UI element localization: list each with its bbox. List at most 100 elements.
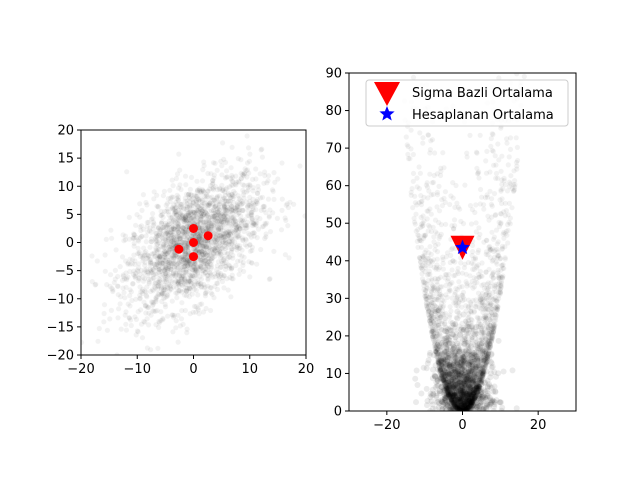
cloud-point xyxy=(515,145,520,150)
cloud-point xyxy=(124,328,129,333)
cloud-point xyxy=(501,266,506,271)
cloud-point xyxy=(405,142,410,147)
cloud-point xyxy=(484,238,489,243)
cloud-point xyxy=(483,158,488,163)
cloud-point xyxy=(493,153,498,158)
cloud-point xyxy=(417,130,422,135)
cloud-point xyxy=(418,263,423,268)
cloud-point xyxy=(187,285,192,290)
cloud-point xyxy=(229,276,234,281)
cloud-point xyxy=(433,243,438,248)
cloud-point xyxy=(142,263,147,268)
cloud-point xyxy=(427,244,432,249)
cloud-point xyxy=(213,274,218,279)
cloud-point xyxy=(456,266,461,271)
cloud-point xyxy=(465,154,470,159)
cloud-point xyxy=(275,176,280,181)
cloud-point xyxy=(155,346,160,351)
cloud-point xyxy=(219,211,224,216)
cloud-point xyxy=(246,185,251,190)
cloud-point xyxy=(238,267,243,272)
cloud-point xyxy=(429,322,434,327)
cloud-point xyxy=(428,263,433,268)
cloud-point xyxy=(223,175,228,180)
cloud-point xyxy=(420,224,425,229)
cloud-point xyxy=(492,235,497,240)
cloud-point xyxy=(447,202,452,207)
cloud-point xyxy=(155,242,160,247)
cloud-point xyxy=(174,295,179,300)
cloud-point xyxy=(493,315,498,320)
x-tick-label: 10 xyxy=(241,362,258,377)
cloud-point xyxy=(491,325,496,330)
cloud-point xyxy=(238,214,243,219)
cloud-point xyxy=(151,226,156,231)
cloud-point xyxy=(420,141,425,146)
cloud-point xyxy=(474,220,479,225)
cloud-point xyxy=(426,309,431,314)
cloud-point xyxy=(449,223,454,228)
cloud-point xyxy=(148,260,153,265)
sigma-point-1 xyxy=(189,224,198,233)
cloud-point xyxy=(431,331,436,336)
cloud-point xyxy=(483,321,488,326)
cloud-point xyxy=(488,255,493,260)
cloud-point xyxy=(236,156,241,161)
cloud-point xyxy=(201,219,206,224)
cloud-point xyxy=(180,254,185,259)
cloud-point xyxy=(253,202,258,207)
cloud-point xyxy=(258,247,263,252)
cloud-point xyxy=(432,303,437,308)
cloud-point xyxy=(170,329,175,334)
cloud-point xyxy=(217,218,222,223)
cloud-point xyxy=(170,249,175,254)
cloud-point xyxy=(171,202,176,207)
cloud-point xyxy=(211,176,216,181)
cloud-point xyxy=(457,284,462,289)
cloud-point xyxy=(490,336,495,341)
cloud-point xyxy=(123,313,128,318)
cloud-point xyxy=(210,292,215,297)
cloud-point xyxy=(461,290,466,295)
cloud-point xyxy=(419,271,424,276)
cloud-point xyxy=(156,204,161,209)
cloud-point xyxy=(131,253,136,258)
cloud-point xyxy=(253,166,258,171)
cloud-point xyxy=(495,247,500,252)
cloud-point xyxy=(441,196,446,201)
cloud-point xyxy=(102,302,107,307)
cloud-point xyxy=(279,227,284,232)
cloud-point xyxy=(186,192,191,197)
cloud-point xyxy=(97,326,102,331)
cloud-point xyxy=(144,239,149,244)
cloud-point xyxy=(114,247,119,252)
cloud-point xyxy=(247,159,252,164)
cloud-point xyxy=(271,197,276,202)
cloud-point xyxy=(478,201,483,206)
cloud-point xyxy=(448,304,453,309)
cloud-point xyxy=(412,194,417,199)
cloud-point xyxy=(240,263,245,268)
cloud-point xyxy=(449,247,454,252)
cloud-point xyxy=(176,152,181,157)
cloud-point xyxy=(501,209,506,214)
cloud-point xyxy=(194,194,199,199)
cloud-point xyxy=(508,221,513,226)
cloud-point xyxy=(127,215,132,220)
cloud-point xyxy=(102,311,107,316)
cloud-point xyxy=(503,257,508,262)
cloud-point xyxy=(171,183,176,188)
cloud-point xyxy=(258,171,263,176)
cloud-point xyxy=(426,188,431,193)
cloud-point xyxy=(469,302,474,307)
cloud-point xyxy=(233,174,238,179)
cloud-point xyxy=(210,181,215,186)
y-tick-label: −15 xyxy=(47,320,74,335)
cloud-point xyxy=(497,197,502,202)
cloud-point xyxy=(217,244,222,249)
cloud-point xyxy=(462,183,467,188)
cloud-point xyxy=(500,247,505,252)
cloud-point xyxy=(179,205,184,210)
cloud-point xyxy=(237,272,242,277)
cloud-point xyxy=(233,229,238,234)
